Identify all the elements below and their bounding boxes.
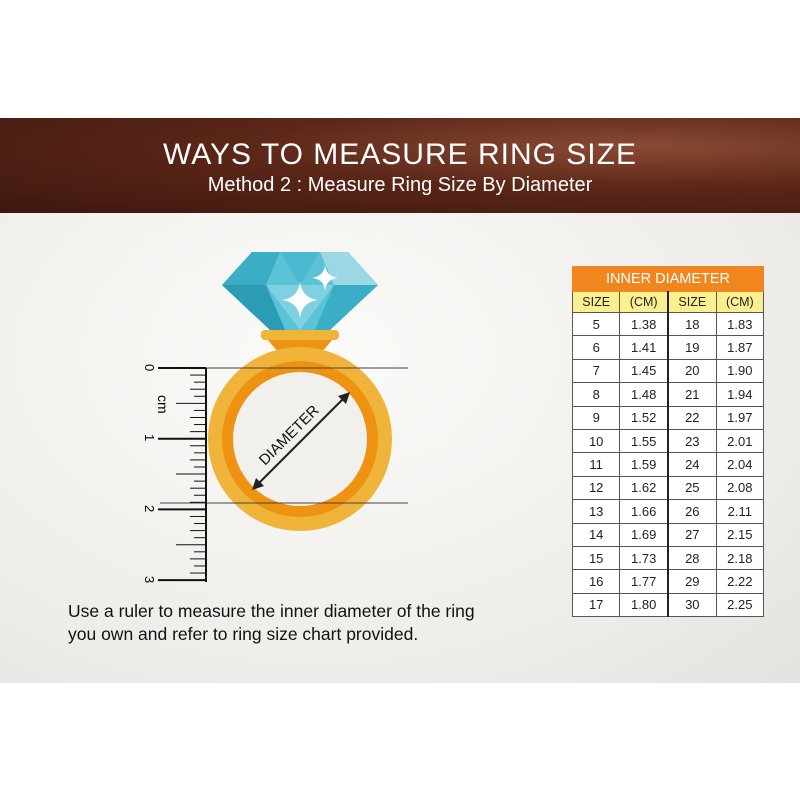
table-row: 17 1.80 30 2.25 xyxy=(571,592,765,618)
ring-size-table: INNER DIAMETER SIZE (CM) SIZE (CM) 5 1.38… xyxy=(571,266,765,618)
table-cell: 6 xyxy=(571,335,621,360)
table-cell: 28 xyxy=(667,545,717,571)
table-cell: 1.59 xyxy=(619,452,669,477)
instruction-line: you own and refer to ring size chart pro… xyxy=(68,624,419,644)
page-subtitle: Method 2 : Measure Ring Size By Diameter xyxy=(207,174,593,196)
diamond-icon xyxy=(222,252,378,330)
table-row: 14 1.69 27 2.15 xyxy=(571,522,765,547)
column-header: (CM) xyxy=(715,291,765,313)
page-title: WAYS TO MEASURE RING SIZE xyxy=(163,138,637,171)
table-cell: 9 xyxy=(571,405,621,430)
ruler xyxy=(158,367,207,582)
column-header: SIZE xyxy=(571,291,621,313)
table-cell: 1.45 xyxy=(619,358,669,384)
ruler-label: 3 xyxy=(142,576,157,583)
table-cell: 1.80 xyxy=(619,592,669,618)
ring-setting xyxy=(261,330,339,340)
instruction-line: Use a ruler to measure the inner diamete… xyxy=(68,601,475,621)
table-cell: 7 xyxy=(571,358,621,384)
table-cell: 20 xyxy=(667,358,717,384)
table-cell: 1.66 xyxy=(619,499,669,524)
table-cell: 16 xyxy=(571,569,621,594)
table-cell: 1.77 xyxy=(619,569,669,594)
table-cell: 10 xyxy=(571,428,621,454)
header-banner xyxy=(0,118,800,213)
table-cell: 1.69 xyxy=(619,522,669,547)
table-cell: 21 xyxy=(667,382,717,407)
ruler-unit: cm xyxy=(155,395,171,414)
table-cell: 1.52 xyxy=(619,405,669,430)
table-cell: 2.15 xyxy=(715,522,765,547)
table-row: 10 1.55 23 2.01 xyxy=(571,428,765,454)
table-row: 11 1.59 24 2.04 xyxy=(571,452,765,477)
column-header: (CM) xyxy=(619,291,669,313)
diameter-arrow xyxy=(252,392,350,490)
table-cell: 11 xyxy=(571,452,621,477)
table-cell: 30 xyxy=(667,592,717,618)
table-cell: 26 xyxy=(667,499,717,524)
table-cell: 24 xyxy=(667,452,717,477)
table-cell: 1.73 xyxy=(619,545,669,571)
table-cell: 2.25 xyxy=(715,592,765,618)
table-cell: 14 xyxy=(571,522,621,547)
table-cell: 2.18 xyxy=(715,545,765,571)
table-row: 13 1.66 26 2.11 xyxy=(571,499,765,524)
table-cell: 1.87 xyxy=(715,335,765,360)
table-title: INNER DIAMETER xyxy=(572,266,764,292)
table-cell: 2.22 xyxy=(715,569,765,594)
table-cell: 25 xyxy=(667,475,717,501)
table-cell: 1.62 xyxy=(619,475,669,501)
ruler-label: 0 xyxy=(142,364,157,371)
table-row: 15 1.73 28 2.18 xyxy=(571,545,765,571)
table-row: 8 1.48 21 1.94 xyxy=(571,382,765,407)
table-cell: 1.41 xyxy=(619,335,669,360)
table-row: 7 1.45 20 1.90 xyxy=(571,358,765,384)
table-row: 6 1.41 19 1.87 xyxy=(571,335,765,360)
table-cell: 13 xyxy=(571,499,621,524)
table-cell: 22 xyxy=(667,405,717,430)
table-cell: 1.48 xyxy=(619,382,669,407)
table-cell: 1.97 xyxy=(715,405,765,430)
table-cell: 19 xyxy=(667,335,717,360)
table-cell: 23 xyxy=(667,428,717,454)
table-row: 12 1.62 25 2.08 xyxy=(571,475,765,501)
table-cell: 1.83 xyxy=(715,311,765,337)
table-cell: 29 xyxy=(667,569,717,594)
table-cell: 1.38 xyxy=(619,311,669,337)
table-cell: 2.01 xyxy=(715,428,765,454)
table-cell: 18 xyxy=(667,311,717,337)
table-cell: 2.08 xyxy=(715,475,765,501)
table-cell: 12 xyxy=(571,475,621,501)
instruction-text: Use a ruler to measure the inner diamete… xyxy=(68,600,475,646)
table-row: 16 1.77 29 2.22 xyxy=(571,569,765,594)
table-cell: 1.55 xyxy=(619,428,669,454)
table-cell: 5 xyxy=(571,311,621,337)
table-row: 5 1.38 18 1.83 xyxy=(571,311,765,337)
table-cell: 17 xyxy=(571,592,621,618)
ruler-label: 2 xyxy=(142,505,157,512)
ring-illustration: DIAMETER cm 0 1 2 3 xyxy=(142,252,408,583)
table-cell: 1.90 xyxy=(715,358,765,384)
table-cell: 2.04 xyxy=(715,452,765,477)
table-cell: 1.94 xyxy=(715,382,765,407)
table-cell: 8 xyxy=(571,382,621,407)
ruler-label: 1 xyxy=(142,434,157,441)
table-cell: 27 xyxy=(667,522,717,547)
table-cell: 2.11 xyxy=(715,499,765,524)
column-header: SIZE xyxy=(667,291,717,313)
table-cell: 15 xyxy=(571,545,621,571)
table-row: 9 1.52 22 1.97 xyxy=(571,405,765,430)
